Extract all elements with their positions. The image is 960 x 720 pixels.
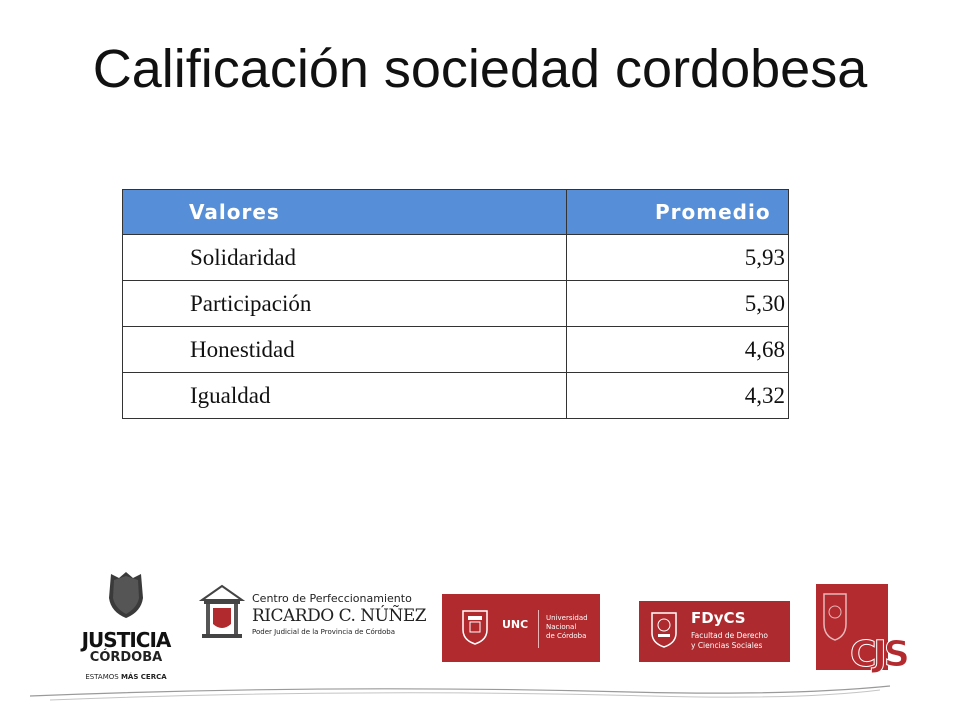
centro-line3: Poder Judicial de la Provincia de Córdob… [252,628,395,636]
table-row: Participación 5,30 [122,280,789,327]
centro-line2: RICARDO C. NÚÑEZ [252,606,427,626]
fdycs-logo: FDyCS Facultad de Derecho y Ciencias Soc… [639,601,790,662]
divider [538,610,539,648]
row-label: Solidaridad [122,234,567,281]
justicia-text: JUSTICIA [81,628,172,652]
building-emblem-icon [198,584,246,638]
row-label: Igualdad [122,372,567,419]
cjs-crest-icon [823,593,847,641]
table-header-row: Valores Promedio [122,189,789,235]
decorative-swoosh [30,685,891,701]
unc-name: Universidad Nacional de Córdoba [546,614,588,640]
table-row: Honestidad 4,68 [122,326,789,373]
unc-logo: UNC Universidad Nacional de Córdoba [442,594,600,662]
cjs-abbr: CJS [850,634,911,676]
justicia-cordoba-logo: JUSTICIA CÓRDOBA ESTAMOS MÁS CERCA [76,570,176,681]
cjs-logo: CJS [814,584,914,684]
row-value: 4,32 [566,372,789,419]
row-label: Participación [122,280,567,327]
tagline: ESTAMOS MÁS CERCA [85,673,167,681]
ratings-table: Valores Promedio Solidaridad 5,93 Partic… [122,189,789,419]
logo-strip: JUSTICIA CÓRDOBA ESTAMOS MÁS CERCA Centr… [0,560,960,720]
slide-title: Calificación sociedad cordobesa [92,39,868,99]
table-row: Solidaridad 5,93 [122,234,789,281]
university-crest-icon [462,610,488,645]
centro-perfeccionamiento-logo: Centro de Perfeccionamiento RICARDO C. N… [198,566,427,646]
row-value: 5,30 [566,280,789,327]
fdycs-name: Facultad de Derecho y Ciencias Sociales [691,631,769,650]
faculty-crest-icon [651,612,677,648]
row-value: 5,93 [566,234,789,281]
unc-abbr: UNC [502,618,529,631]
cjs-square [816,584,888,670]
shield-icon [109,572,143,618]
table-row: Igualdad 4,32 [122,372,789,419]
fdycs-abbr: FDyCS [691,609,746,627]
row-label: Honestidad [122,326,567,373]
header-promedio: Promedio [566,189,789,235]
centro-line1: Centro de Perfeccionamiento [252,592,412,605]
cordoba-text: CÓRDOBA [89,650,163,665]
header-valores: Valores [122,189,567,235]
row-value: 4,68 [566,326,789,373]
